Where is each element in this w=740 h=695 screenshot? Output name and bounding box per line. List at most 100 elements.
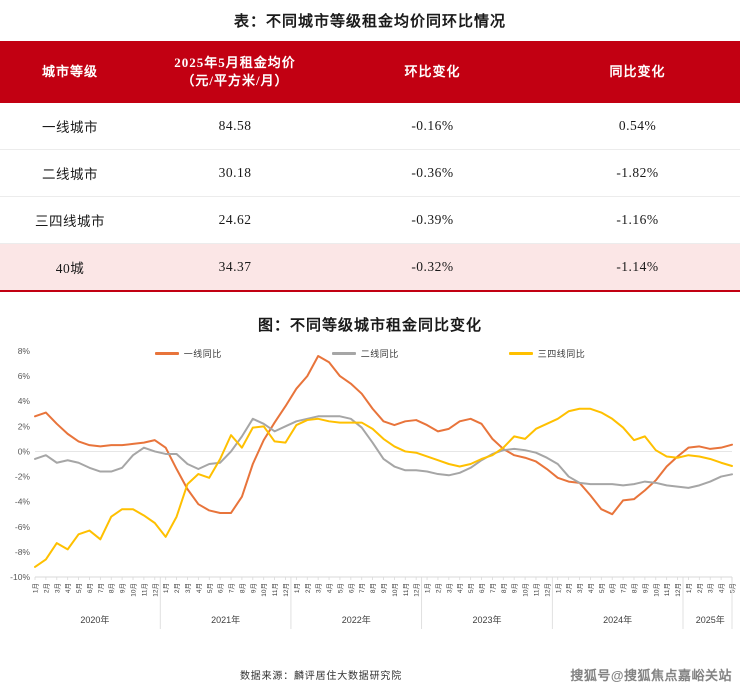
svg-text:2%: 2%	[18, 421, 31, 431]
svg-text:3月: 3月	[53, 583, 61, 593]
svg-text:6月: 6月	[347, 583, 355, 593]
svg-text:3月: 3月	[707, 583, 715, 593]
svg-text:5月: 5月	[598, 583, 606, 593]
line-chart: 8%6%4%2%0%-2%-4%-6%-8%-10%1月 2月 3月 4月 5月 6月 7月…	[10, 346, 737, 629]
svg-text:12月: 12月	[413, 583, 421, 597]
svg-text:-4%: -4%	[15, 497, 31, 507]
svg-text:5月: 5月	[75, 583, 83, 593]
cell-mom: -0.39%	[330, 196, 535, 244]
svg-text:8月: 8月	[369, 583, 377, 593]
svg-text:10月: 10月	[522, 583, 530, 597]
svg-text:6月: 6月	[609, 583, 617, 593]
cell-tier: 40城	[0, 243, 140, 291]
svg-text:0%: 0%	[18, 446, 31, 456]
svg-text:2月: 2月	[173, 583, 181, 593]
svg-text:4月: 4月	[64, 583, 72, 593]
svg-text:9月: 9月	[511, 583, 519, 593]
svg-text:1月: 1月	[162, 583, 170, 593]
svg-text:5月: 5月	[336, 583, 344, 593]
svg-text:10月: 10月	[391, 583, 399, 597]
svg-text:7月: 7月	[228, 583, 236, 593]
table-row: 二线城市 30.18 -0.36% -1.82%	[0, 149, 740, 197]
table-title: 表：不同城市等级租金均价同环比情况	[233, 14, 506, 30]
svg-text:12月: 12月	[543, 583, 551, 597]
svg-text:9月: 9月	[641, 583, 649, 593]
column-header-price-line1: 2025年5月租金均价	[174, 55, 296, 71]
svg-text:7月: 7月	[489, 583, 497, 593]
svg-text:1月: 1月	[32, 583, 40, 593]
svg-text:-8%: -8%	[15, 547, 31, 557]
svg-text:6月: 6月	[478, 583, 486, 593]
svg-text:11月: 11月	[402, 583, 410, 596]
svg-text:1月: 1月	[554, 583, 562, 593]
chart-container: 8% 6% 4% 2% 0% -2% -4% -6% -8% -10% 1月 2月 3月 4月 5月 6月 7月…	[0, 339, 740, 639]
svg-text:2020年: 2020年	[80, 614, 109, 625]
svg-text:4%: 4%	[18, 396, 31, 406]
table-row: 三四线城市 24.62 -0.39% -1.16%	[0, 196, 740, 244]
svg-text:2月: 2月	[42, 583, 50, 593]
svg-text:10月: 10月	[260, 583, 268, 597]
cell-yoy: -1.14%	[535, 243, 740, 291]
svg-text:-10%: -10%	[10, 572, 30, 582]
cell-tier: 三四线城市	[0, 196, 140, 244]
cell-price: 30.18	[140, 149, 330, 197]
data-source-note: 数据来源：麟评居住大数据研究院	[240, 671, 402, 682]
column-header-tier-label: 城市等级	[41, 64, 98, 80]
svg-text:4月: 4月	[326, 583, 334, 593]
footer: 数据来源：麟评居住大数据研究院 搜狐号@搜狐焦点嘉峪关站	[0, 665, 740, 687]
svg-text:6月: 6月	[217, 583, 225, 593]
svg-text:4月: 4月	[587, 583, 595, 593]
cell-tier: 二线城市	[0, 149, 140, 197]
svg-text:7月: 7月	[620, 583, 628, 593]
cell-mom: -0.16%	[330, 103, 535, 150]
svg-text:12月: 12月	[151, 583, 159, 597]
svg-text:6月: 6月	[86, 583, 94, 593]
svg-text:9月: 9月	[249, 583, 257, 593]
column-header-price: 2025年5月租金均价 （元/平方米/月）	[140, 41, 330, 103]
cell-mom: -0.32%	[330, 243, 535, 291]
svg-text:8月: 8月	[630, 583, 638, 593]
svg-text:8%: 8%	[18, 346, 31, 356]
svg-text:2025年: 2025年	[696, 614, 725, 625]
svg-text:3月: 3月	[184, 583, 192, 593]
svg-text:10月: 10月	[130, 583, 138, 597]
svg-text:2月: 2月	[565, 583, 573, 593]
rent-summary-table: 城市等级 2025年5月租金均价 （元/平方米/月） 环比变化 同比变化 一线城…	[0, 41, 740, 292]
cell-price: 34.37	[140, 243, 330, 291]
svg-text:2月: 2月	[304, 583, 312, 593]
table-row: 一线城市 84.58 -0.16% 0.54%	[0, 103, 740, 150]
svg-text:2023年: 2023年	[472, 614, 501, 625]
column-header-mom-label: 环比变化	[404, 64, 461, 80]
svg-text:-2%: -2%	[15, 472, 31, 482]
svg-text:-6%: -6%	[15, 522, 31, 532]
svg-text:10月: 10月	[652, 583, 660, 597]
column-header-price-line2: （元/平方米/月）	[181, 73, 289, 88]
svg-text:5月: 5月	[206, 583, 214, 593]
svg-text:9月: 9月	[119, 583, 127, 593]
cell-mom: -0.36%	[330, 149, 535, 197]
svg-text:11月: 11月	[663, 583, 671, 596]
cell-yoy: 0.54%	[535, 103, 740, 150]
table-header-row: 城市等级 2025年5月租金均价 （元/平方米/月） 环比变化 同比变化	[0, 41, 740, 103]
column-header-tier: 城市等级	[0, 41, 140, 103]
svg-text:9月: 9月	[380, 583, 388, 593]
watermark: 搜狐号@搜狐焦点嘉峪关站	[570, 668, 732, 683]
svg-text:1月: 1月	[685, 583, 693, 593]
cell-price: 24.62	[140, 196, 330, 244]
svg-text:3月: 3月	[576, 583, 584, 593]
svg-text:1月: 1月	[293, 583, 301, 593]
svg-text:6%: 6%	[18, 371, 31, 381]
svg-text:7月: 7月	[358, 583, 366, 593]
svg-text:8月: 8月	[238, 583, 246, 593]
svg-text:4月: 4月	[718, 583, 726, 593]
svg-text:2022年: 2022年	[342, 614, 371, 625]
svg-text:5月: 5月	[467, 583, 475, 593]
svg-text:2024年: 2024年	[603, 614, 632, 625]
svg-text:5月: 5月	[729, 583, 737, 593]
svg-text:11月: 11月	[271, 583, 279, 596]
cell-yoy: -1.16%	[535, 196, 740, 244]
cell-price: 84.58	[140, 103, 330, 150]
svg-text:11月: 11月	[140, 583, 148, 596]
svg-text:2月: 2月	[696, 583, 704, 593]
svg-text:12月: 12月	[282, 583, 290, 597]
